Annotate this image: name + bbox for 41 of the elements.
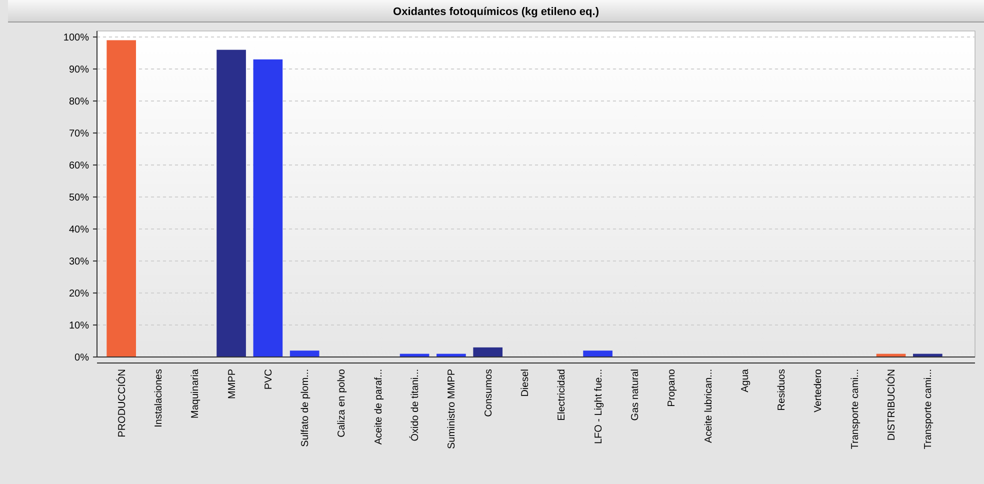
x-tick-label: Agua: [740, 368, 751, 392]
y-tick-label: 0%: [74, 352, 90, 364]
x-tick-label: Sulfato de plom...: [300, 369, 312, 447]
y-tick-label: 60%: [68, 160, 90, 172]
y-tick-label: 20%: [68, 288, 90, 300]
x-tick-label: MMPP: [226, 368, 238, 399]
x-tick-label: Aceite lubrican...: [703, 369, 714, 443]
x-tick-label: Electricidad: [556, 369, 568, 421]
x-tick-label: Óxido de titani...: [409, 369, 422, 442]
x-tick-label: Instalaciones: [153, 369, 164, 428]
bar: [106, 40, 136, 357]
x-tick-label: PRODUCCIÓN: [116, 369, 128, 438]
x-tick-label: Maquinaria: [190, 368, 202, 418]
bar: [473, 347, 503, 357]
y-tick-label: 10%: [68, 320, 90, 332]
x-tick-label: Vertedero: [813, 368, 824, 412]
chart-title: Oxidantes fotoquímicos (kg etileno eq.): [393, 6, 600, 18]
y-tick-label: 40%: [68, 224, 90, 236]
x-tick-label: Propano: [666, 368, 678, 407]
x-tick-label: Diesel: [520, 369, 531, 397]
x-tick-label: Transporte cami...: [850, 369, 861, 450]
x-tick-label: Aceite de paraf...: [373, 369, 384, 445]
x-tick-label: Gas natural: [630, 369, 641, 421]
x-tick-label: Residuos: [776, 369, 788, 411]
x-tick-label: DISTRIBUCIÓN: [886, 369, 898, 441]
y-tick-label: 80%: [68, 96, 90, 108]
y-tick-label: 90%: [68, 64, 90, 76]
x-tick-label: Consumos: [483, 369, 494, 417]
x-tick-label: Transporte cami...: [923, 369, 934, 450]
x-tick-label: Suministro MMPP: [446, 368, 458, 450]
y-tick-label: 70%: [68, 128, 90, 140]
y-tick-label: 100%: [63, 32, 90, 44]
x-tick-label: PVC: [263, 369, 274, 390]
bar: [290, 350, 320, 357]
y-tick-label: 50%: [68, 192, 90, 204]
y-tick-label: 30%: [68, 256, 90, 268]
x-tick-label: LFO - Light fue...: [593, 369, 604, 444]
bar: [583, 350, 612, 357]
x-tick-label: Caliza en polvo: [336, 368, 348, 438]
bar: [216, 50, 246, 357]
bar: [253, 59, 283, 357]
